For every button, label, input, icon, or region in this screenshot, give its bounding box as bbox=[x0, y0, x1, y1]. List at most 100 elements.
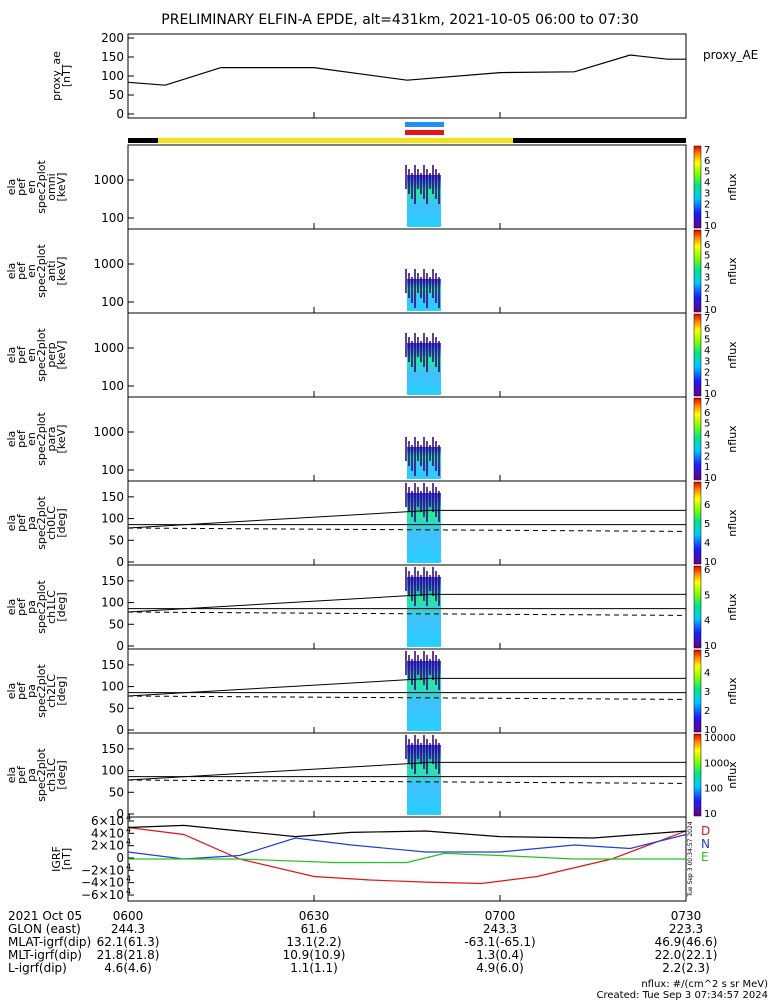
row-mlat-v2: -63.1(-65.1) bbox=[464, 935, 535, 949]
ylabel-ch0LC-4: ch0LC bbox=[45, 506, 58, 540]
footer-created: Created: Tue Sep 3 07:34:57 2024 bbox=[597, 990, 769, 1000]
ylabel-perp-5: [keV] bbox=[55, 341, 68, 370]
colorbar-tick-anti-4: 4 bbox=[704, 262, 710, 273]
ylabel-para-4: para bbox=[45, 427, 58, 452]
legend-N: N bbox=[701, 837, 710, 851]
legend-E: E bbox=[701, 850, 709, 864]
colorbar-tick-anti-7: 7 bbox=[704, 229, 710, 240]
colorbar-tick-ch0LC-3: 6 bbox=[704, 500, 710, 511]
colorbar-tick-ch0LC-4: 7 bbox=[704, 481, 710, 492]
row-date-v2: 0700 bbox=[485, 909, 516, 923]
ytick-exp-igrf-1: 4 bbox=[126, 875, 131, 884]
ytick-label-anti-1: 1000 bbox=[93, 257, 124, 271]
ytick-label-omni-1: 1000 bbox=[93, 173, 124, 187]
spectrogram-ch0LC bbox=[127, 483, 687, 563]
series-line-proxy_ae-0 bbox=[127, 54, 686, 86]
spectrogram-anti bbox=[405, 269, 441, 311]
row-mlt-v3: 22.0(22.1) bbox=[655, 948, 718, 962]
ylabel-para-2: en bbox=[25, 432, 38, 446]
row-date-label: 2021 Oct 05 bbox=[8, 909, 82, 923]
spectrogram-ch3LC bbox=[127, 735, 687, 815]
ytick-exp-igrf-2: 4 bbox=[126, 862, 131, 871]
ytick-label-ch2LC-0: 0 bbox=[116, 723, 124, 737]
row-mlat-label: MLAT-igrf(dip) bbox=[8, 935, 91, 949]
row-glon-v1: 61.6 bbox=[301, 922, 328, 936]
plot-title: PRELIMINARY ELFIN-A EPDE, alt=431km, 202… bbox=[161, 12, 638, 28]
ylabel-ch1LC-2: pa bbox=[25, 600, 38, 614]
ytick-label-ch1LC-0: 0 bbox=[116, 639, 124, 653]
traces-proxy_ae bbox=[127, 54, 686, 86]
colorbar-label-ch1LC: nflux bbox=[726, 593, 739, 621]
ylabel-igrf-0: IGRF bbox=[50, 846, 63, 872]
row-date-v3: 0730 bbox=[671, 909, 702, 923]
colorbar-tick-ch2LC-0: 10 bbox=[704, 725, 717, 736]
colorbar-tick-omni-0: 10 bbox=[704, 221, 717, 232]
series-line-igrf-N bbox=[127, 833, 687, 860]
ytick-label-ch0LC-2: 100 bbox=[101, 512, 124, 526]
lc-dashed-ch2LC bbox=[127, 695, 687, 700]
row-glon-v3: 223.3 bbox=[669, 922, 703, 936]
colorbar-tick-para-2: 2 bbox=[704, 451, 710, 462]
colorbar-tick-para-4: 4 bbox=[704, 430, 710, 441]
colorbar-tick-ch0LC-2: 5 bbox=[704, 519, 710, 530]
colorbar-tick-anti-3: 3 bbox=[704, 272, 710, 283]
ytick-label-igrf-1: −4×10 bbox=[81, 876, 124, 890]
ylabel-omni-4: omni bbox=[45, 173, 58, 200]
ephemeris-bar-yellow bbox=[158, 138, 513, 143]
lc-dashed-ch1LC bbox=[127, 611, 687, 616]
ytick-label-para-0: 100 bbox=[101, 463, 124, 477]
row-mlt-v0: 21.8(21.8) bbox=[97, 948, 160, 962]
colorbar-tick-ch3LC-0: 10 bbox=[704, 809, 717, 820]
series-line-igrf-D bbox=[127, 826, 687, 885]
ytick-label-perp-0: 100 bbox=[101, 379, 124, 393]
ytick-label-igrf-0: −6×10 bbox=[81, 888, 124, 902]
orbit-table: 2021 Oct 05 0600 0630 0700 0730 GLON (ea… bbox=[8, 909, 717, 975]
colorbar-label-ch2LC: nflux bbox=[726, 677, 739, 705]
ylabel-anti-0: ela bbox=[5, 263, 18, 280]
row-glon-v2: 243.3 bbox=[483, 922, 517, 936]
ylabel-para-5: [keV] bbox=[55, 425, 68, 454]
ylabel-ch1LC-4: ch1LC bbox=[45, 590, 58, 624]
lc-rising-ch1LC bbox=[127, 593, 431, 613]
row-l-v3: 2.2(2.3) bbox=[662, 961, 710, 975]
colorbar-label-omni: nflux bbox=[726, 173, 739, 201]
colorbar-tick-ch0LC-1: 4 bbox=[704, 538, 710, 549]
footer-units: nflux: #/(cm^2 s sr MeV) bbox=[641, 979, 768, 990]
colorbar-tick-anti-2: 2 bbox=[704, 283, 710, 294]
ylabel-para-3: spec2plot bbox=[35, 412, 48, 466]
colorbar-tick-omni-7: 7 bbox=[704, 145, 710, 156]
row-mlat-v3: 46.9(46.6) bbox=[655, 935, 718, 949]
lc-rising-ch3LC bbox=[127, 761, 431, 781]
ylabel-perp-0: ela bbox=[5, 347, 18, 364]
ylabel-ch1LC-3: spec2plot bbox=[35, 580, 48, 634]
ytick-label-ch2LC-2: 100 bbox=[101, 680, 124, 694]
ytick-label-ch0LC-3: 150 bbox=[101, 490, 124, 504]
ylabel-perp-4: perp bbox=[45, 342, 58, 367]
ylabel-omni-0: ela bbox=[5, 179, 18, 196]
ytick-label-proxy_ae-2: 100 bbox=[101, 69, 124, 83]
ylabel-omni-1: pef bbox=[15, 177, 28, 196]
ytick-label-proxy_ae-1: 50 bbox=[109, 88, 124, 102]
row-l-v2: 4.9(6.0) bbox=[476, 961, 524, 975]
ytick-label-ch3LC-2: 100 bbox=[101, 764, 124, 778]
ytick-label-igrf-4: 2×10 bbox=[91, 839, 124, 853]
colorbar-tick-perp-4: 4 bbox=[704, 346, 710, 357]
ylabel-perp-1: pef bbox=[15, 345, 28, 364]
ytick-label-ch0LC-0: 0 bbox=[116, 555, 124, 569]
row-mlat-v0: 62.1(61.3) bbox=[97, 935, 160, 949]
ytick-label-proxy_ae-0: 0 bbox=[116, 107, 124, 121]
frame-proxy_ae bbox=[127, 33, 687, 119]
ylabel-ch2LC-1: pef bbox=[15, 681, 28, 700]
colorbar-tick-ch1LC-0: 10 bbox=[704, 641, 717, 652]
ytick-label-ch1LC-2: 100 bbox=[101, 596, 124, 610]
colorbar-tick-perp-0: 10 bbox=[704, 389, 717, 400]
ylabel-ch0LC-0: ela bbox=[5, 515, 18, 532]
ylabel-ch3LC-3: spec2plot bbox=[35, 748, 48, 802]
spectrogram-omni bbox=[405, 165, 441, 227]
ylabel-ch1LC-0: ela bbox=[5, 599, 18, 616]
series-line-igrf-E bbox=[128, 852, 686, 864]
ylabel-anti-3: spec2plot bbox=[35, 244, 48, 298]
ytick-label-omni-0: 100 bbox=[101, 211, 124, 225]
ytick-label-ch2LC-1: 50 bbox=[109, 701, 124, 715]
